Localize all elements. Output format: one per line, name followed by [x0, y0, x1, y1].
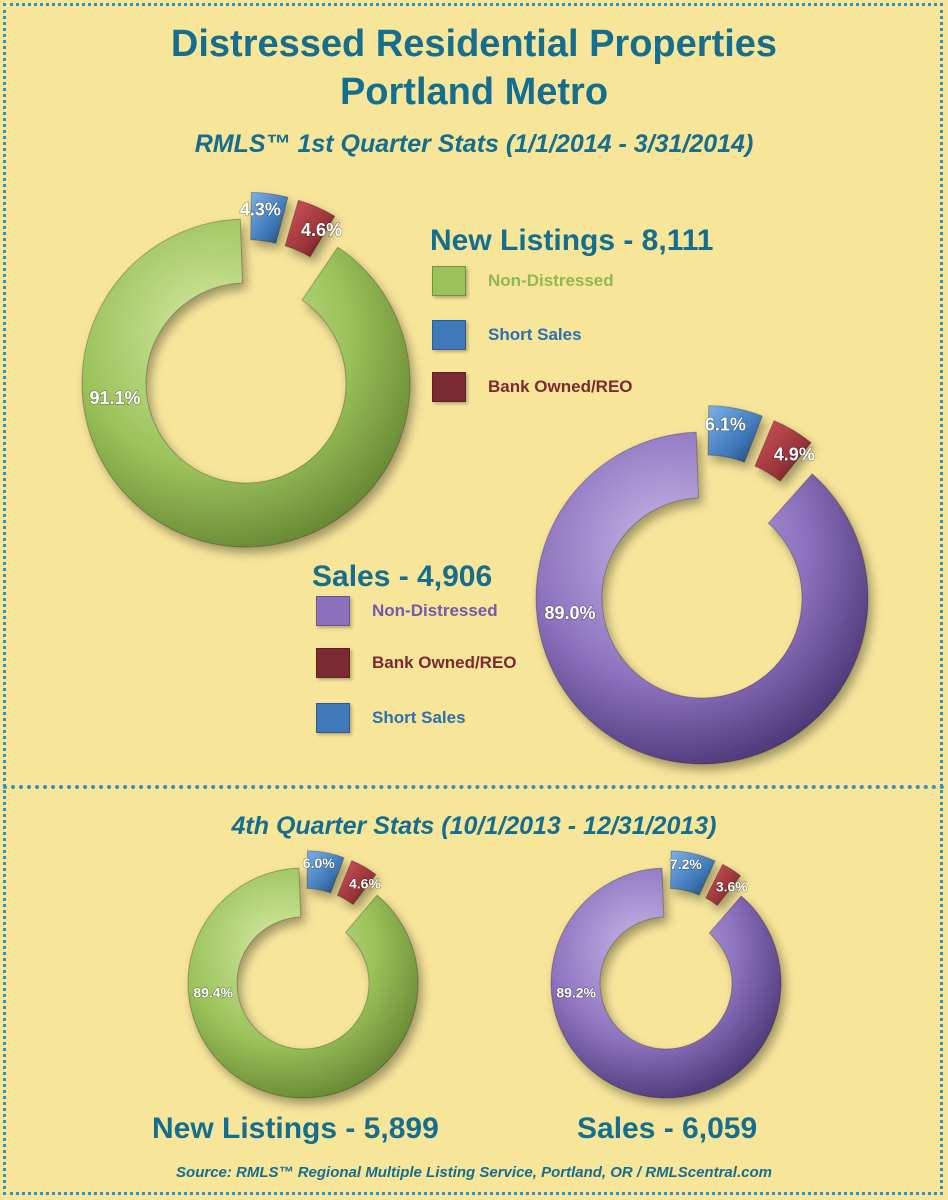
slice-non-distressed: [535, 431, 869, 765]
q4-subtitle: 4th Quarter Stats (10/1/2013 - 12/31/201…: [231, 812, 717, 840]
legend-item-listings-bank-owned: Bank Owned/REO: [432, 372, 633, 402]
legend-label: Bank Owned/REO: [372, 653, 517, 672]
q4-sales-heading: Sales - 6,059: [577, 1112, 758, 1145]
donut-chart-3: [550, 850, 782, 1099]
data-label-non-distressed: 89.4%: [193, 985, 233, 1001]
main-title-line1: Distressed Residential Properties: [170, 23, 778, 65]
data-label-short-sales: 4.3%: [240, 199, 281, 219]
slice-short-sales: [670, 850, 716, 896]
legend-item-sales-short-sales: Short Sales: [316, 703, 466, 733]
q1-sales-heading: Sales - 4,906: [312, 560, 493, 593]
slice-non-distressed: [81, 218, 411, 548]
slice-bank-owned: [754, 419, 812, 482]
legend-swatch-non-distressed: [316, 596, 350, 626]
data-label-short-sales: 6.0%: [303, 855, 335, 871]
section-divider: [3, 785, 945, 789]
slice-short-sales: [250, 191, 289, 244]
data-label-short-sales: 6.1%: [705, 414, 746, 434]
legend-label: Short Sales: [488, 325, 582, 344]
legend-label: Non-Distressed: [488, 271, 614, 290]
slice-short-sales: [707, 405, 763, 463]
data-label-bank-owned: 4.6%: [301, 220, 342, 240]
data-label-bank-owned: 4.6%: [349, 876, 381, 892]
q1-listings-heading: New Listings - 8,111: [430, 224, 714, 257]
legend-swatch-short-sales: [432, 320, 466, 350]
donut-chart-1: [535, 405, 869, 765]
data-label-non-distressed: 91.1%: [89, 388, 140, 408]
slice-bank-owned: [705, 863, 742, 907]
data-label-non-distressed: 89.2%: [556, 985, 596, 1001]
legend-item-listings-non-distressed: Non-Distressed: [432, 266, 614, 296]
donut-chart-2: [187, 850, 419, 1099]
legend-swatch-bank-owned: [316, 648, 350, 678]
donut-chart-0: [81, 191, 411, 548]
legend-item-listings-short-sales: Short Sales: [432, 320, 582, 350]
legend-swatch-short-sales: [316, 703, 350, 733]
data-label-bank-owned: 4.9%: [774, 445, 815, 465]
slice-non-distressed: [550, 867, 782, 1099]
q4-listings-heading: New Listings - 5,899: [152, 1112, 439, 1145]
dotted-border: [3, 3, 943, 1195]
legend-item-sales-non-distressed: Non-Distressed: [316, 596, 498, 626]
data-label-bank-owned: 3.6%: [716, 878, 748, 894]
slice-bank-owned: [336, 859, 377, 906]
legend-label: Non-Distressed: [372, 601, 498, 620]
legend-label: Bank Owned/REO: [488, 377, 633, 396]
data-label-non-distressed: 89.0%: [544, 603, 595, 623]
slice-short-sales: [306, 850, 345, 894]
slice-bank-owned: [284, 199, 336, 258]
legend-label: Short Sales: [372, 708, 466, 727]
legend-swatch-non-distressed: [432, 266, 466, 296]
main-title-line2: Portland Metro: [339, 71, 609, 113]
data-label-short-sales: 7.2%: [670, 856, 702, 872]
q1-subtitle: RMLS™ 1st Quarter Stats (1/1/2014 - 3/31…: [194, 130, 754, 158]
source-note: Source: RMLS™ Regional Multiple Listing …: [176, 1164, 772, 1181]
slice-non-distressed: [187, 867, 419, 1099]
legend-swatch-bank-owned: [432, 372, 466, 402]
legend-item-sales-bank-owned: Bank Owned/REO: [316, 648, 517, 678]
